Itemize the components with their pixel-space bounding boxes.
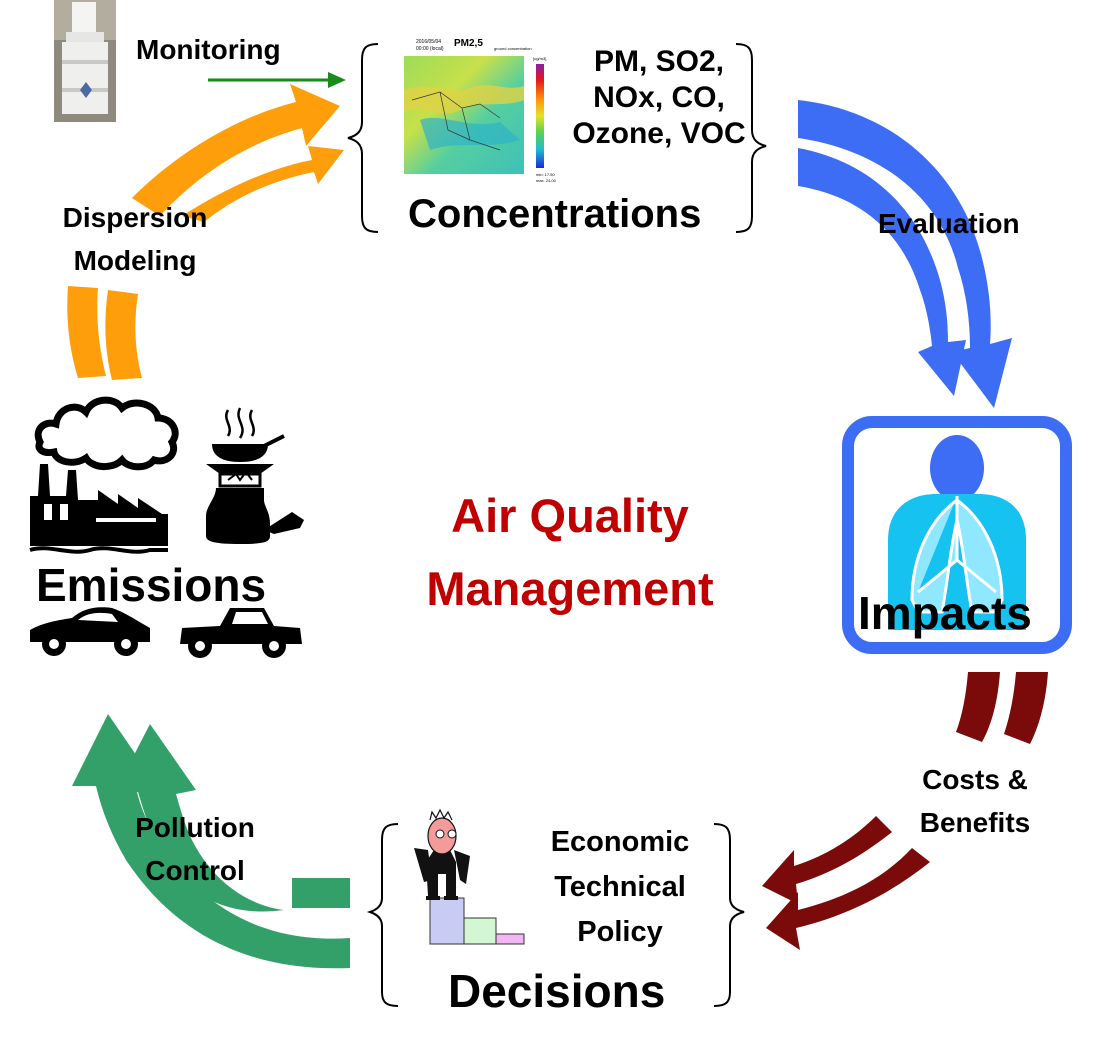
pollutant-line-1: PM, SO2,: [593, 45, 725, 78]
monitoring-label: Monitoring: [136, 34, 281, 65]
decision-factors-list: Economic Technical Policy: [530, 820, 710, 955]
cookstove-icon: [206, 407, 304, 544]
map-title: PM2,5: [454, 38, 483, 49]
diagram-title: Air Quality Management: [380, 480, 760, 626]
head-shape: [930, 435, 984, 501]
decisions-left-brace: [366, 823, 399, 1007]
pollution-control-label: Pollution Control: [100, 806, 290, 893]
air-sampler-icon: [54, 0, 116, 122]
pollutant-list: PM, SO2, NOx, CO, Ozone, VOC: [564, 44, 754, 152]
evaluation-label: Evaluation: [878, 208, 1020, 239]
concentrations-right-brace: [735, 43, 767, 233]
costs-line-1: Costs &: [922, 764, 1028, 795]
impacts-box: [842, 416, 1072, 654]
title-line-2: Management: [426, 561, 714, 615]
dispersion-arrow: [67, 84, 344, 380]
factor-economic: Economic: [550, 826, 690, 858]
pollution-line-2: Control: [145, 855, 245, 887]
monitoring-arrow: [208, 72, 346, 88]
decisions-label: Decisions: [448, 965, 666, 1017]
human-lungs-icon: [910, 496, 1004, 614]
pollution-control-arrow: [72, 714, 350, 969]
impacts-label: Impacts: [858, 587, 1032, 639]
factor-technical: Technical: [554, 870, 686, 903]
pickup-truck-icon: [180, 608, 302, 658]
concentrations-label: Concentrations: [408, 192, 702, 236]
title-line-1: Air Quality: [451, 489, 689, 542]
costs-arrow: [762, 672, 1048, 950]
pollution-line-1: Pollution: [135, 812, 255, 843]
costs-line-2: Benefits: [919, 807, 1031, 839]
evaluation-arrow: [798, 100, 1012, 408]
emissions-label: Emissions: [36, 559, 267, 611]
manager-on-podium-icon: [414, 808, 525, 945]
dispersion-modeling-label: Dispersion Modeling: [40, 196, 230, 283]
map-min: min: 17.50: [536, 172, 555, 177]
costs-benefits-label: Costs & Benefits: [890, 758, 1060, 845]
map-unit: [ug/m3]: [533, 56, 546, 61]
pollutant-line-2: NOx, CO,: [593, 81, 725, 114]
car-icon: [30, 607, 150, 656]
map-max: max: 24.00: [536, 178, 557, 183]
decisions-right-brace: [713, 823, 745, 1007]
map-time: 00:00 (local): [416, 46, 444, 52]
map-date: 2016/05/04: [416, 39, 441, 45]
pollutant-line-3: Ozone, VOC: [572, 117, 746, 150]
map-subtitle: ground concentration: [494, 46, 532, 51]
factory-smoke-icon: [29, 396, 179, 554]
dispersion-line-2: Modeling: [73, 245, 197, 277]
concentrations-left-brace: [347, 43, 379, 233]
factor-policy: Policy: [577, 915, 663, 948]
concentration-map: 2016/05/04 00:00 (local) PM2,5 ground co…: [396, 36, 557, 188]
dispersion-line-1: Dispersion: [62, 202, 208, 233]
